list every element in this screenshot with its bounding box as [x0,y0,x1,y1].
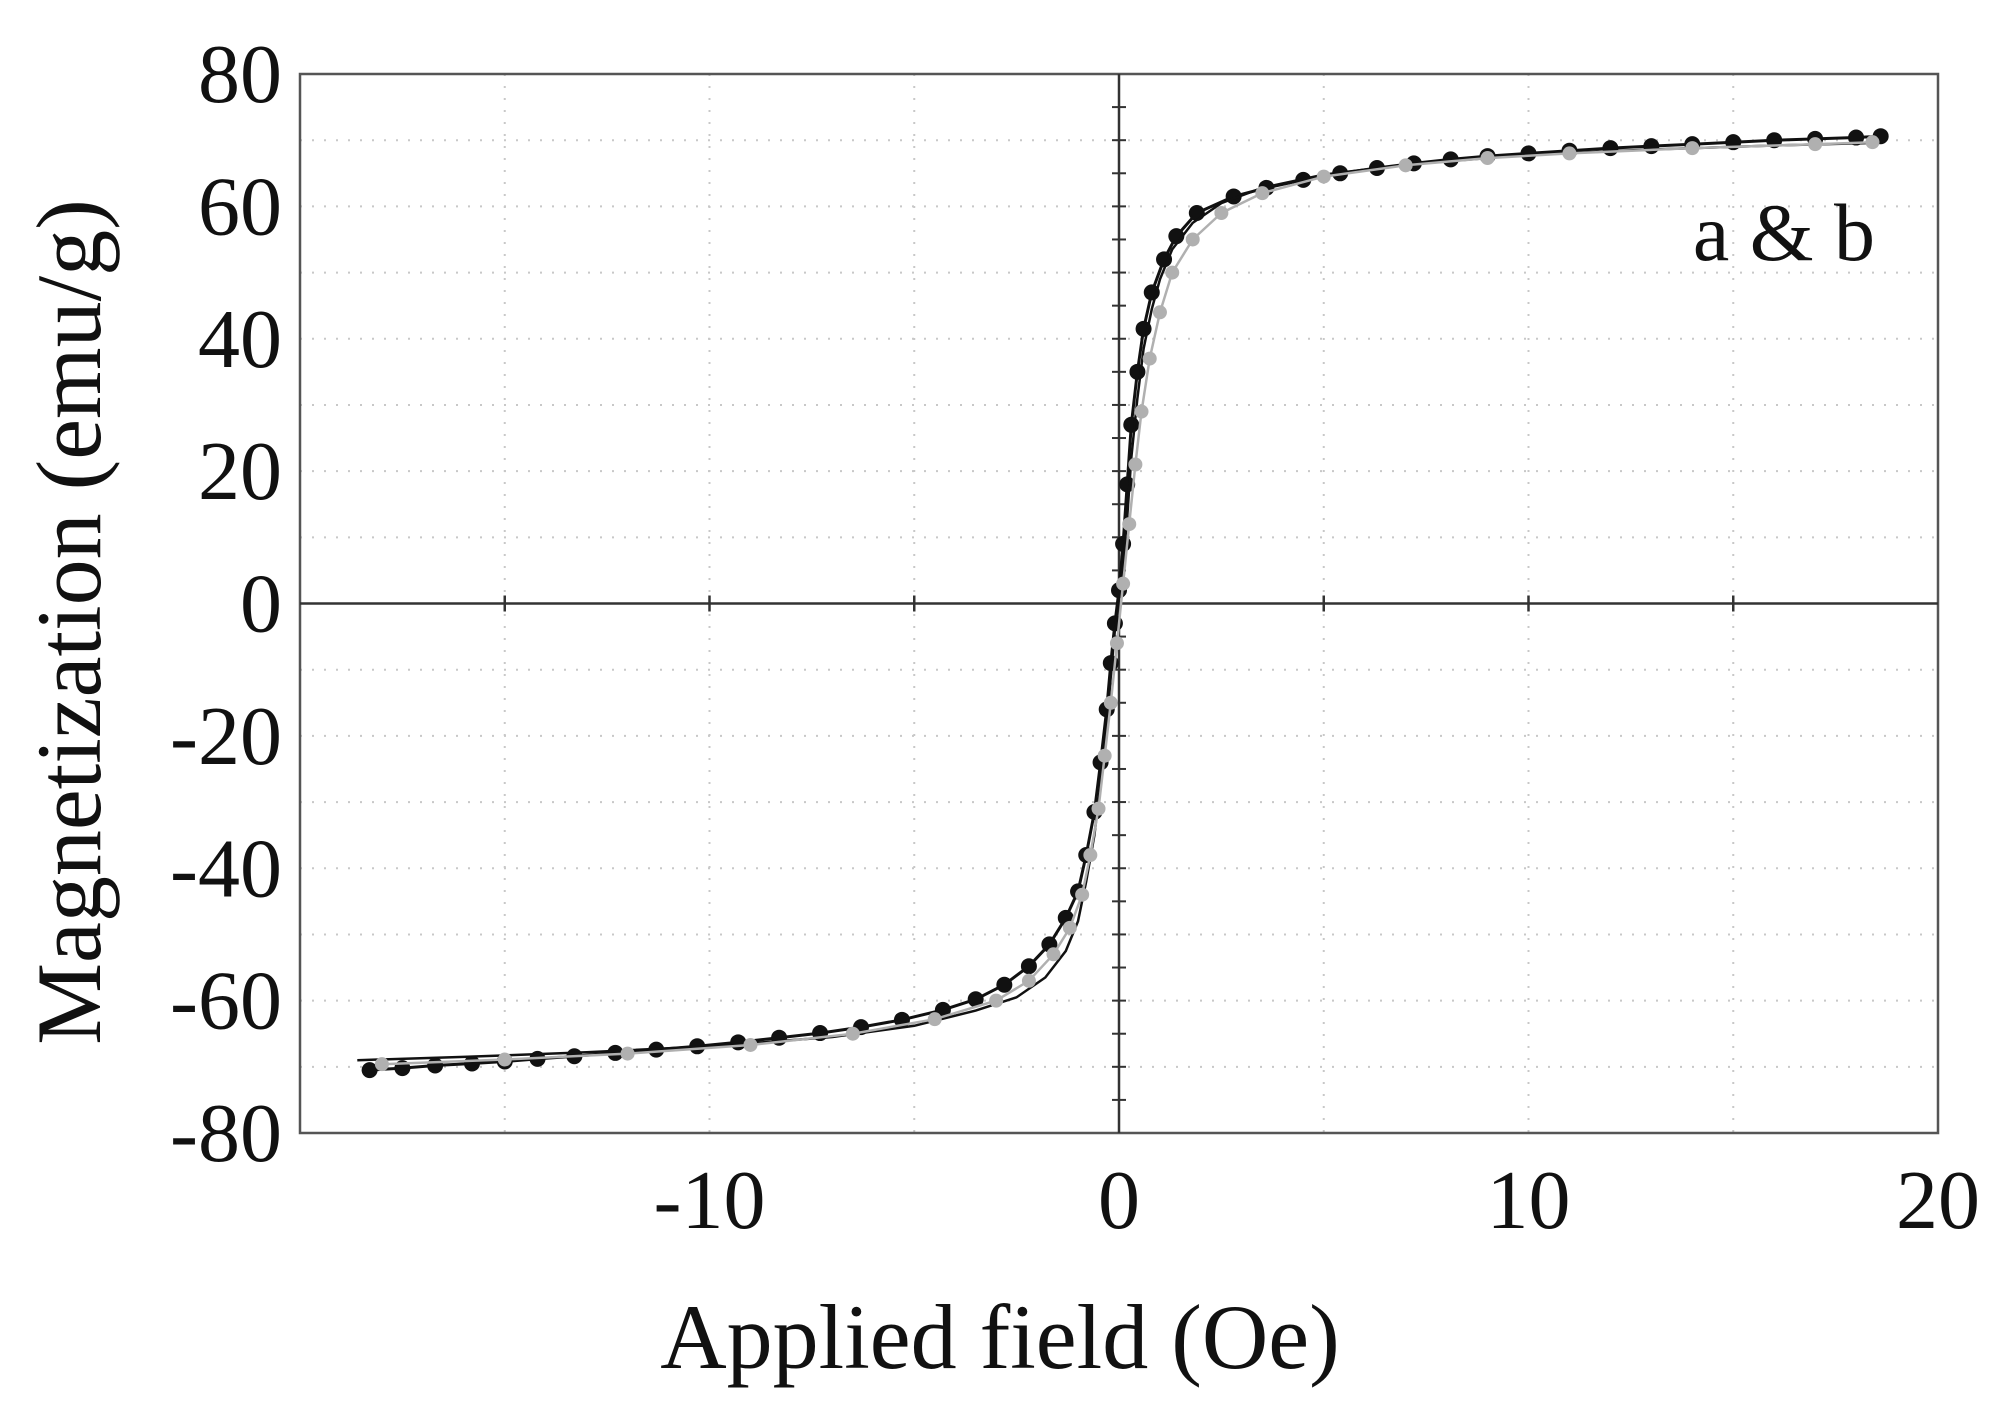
data-point [1808,137,1823,152]
data-point [1122,517,1137,532]
series-line-2 [357,141,1881,1062]
data-point [1142,351,1157,366]
panel-annotation: a & b [1693,187,1875,278]
data-point [1865,135,1880,150]
data-point [374,1057,389,1072]
data-point [1602,140,1619,157]
data-point [1128,457,1143,472]
data-point [1083,848,1098,863]
y-tick-label: -80 [170,1087,282,1180]
data-point [1062,920,1077,935]
data-point [967,991,984,1008]
data-point [845,1026,860,1041]
data-point [1255,186,1270,201]
y-tick-label: 0 [240,558,282,651]
data-point [989,993,1004,1008]
y-tick-label: 40 [198,293,282,386]
y-tick-label: -60 [170,955,282,1048]
data-point [1119,476,1136,493]
data-series [357,128,1889,1079]
x-tick-label: 20 [1896,1154,1980,1247]
data-point [1185,232,1200,247]
y-axis-title: Magnetization (emu/g) [18,199,120,1045]
data-point [927,1012,942,1027]
data-point [497,1052,512,1067]
x-axis-title: Applied field (Oe) [660,1286,1340,1388]
x-tick-label: -10 [654,1154,766,1247]
y-tick-label: 60 [198,160,282,253]
y-tick-label: -40 [170,822,282,915]
data-point [1442,151,1459,168]
data-point [1685,141,1700,156]
x-tick-label: 0 [1098,1154,1140,1247]
data-point [1165,265,1180,280]
data-point [1046,947,1061,962]
y-tick-label: 20 [198,425,282,518]
data-point [996,976,1013,993]
data-point [427,1057,444,1074]
data-point [1116,576,1131,591]
data-point [1109,636,1124,651]
data-point [1075,887,1090,902]
tick-labels: -10 0 10 20 80 60 40 20 0 -20 -40 -60 -80 [170,28,1980,1247]
data-point [730,1034,747,1051]
data-point [361,1062,378,1079]
data-point [1123,416,1140,433]
data-point [1152,305,1167,320]
data-point [1134,404,1149,419]
data-point [620,1046,635,1061]
y-tick-label: 80 [198,28,282,121]
data-point [743,1037,758,1052]
data-point [1480,151,1495,166]
data-point [1398,158,1413,173]
x-tick-label: 10 [1487,1154,1571,1247]
y-tick-label: -20 [170,690,282,783]
data-point [607,1044,624,1061]
data-point [1520,145,1537,162]
data-point [1020,958,1037,975]
data-point [1021,973,1036,988]
data-point [1214,205,1229,220]
data-point [1097,748,1112,763]
data-point [1103,695,1118,710]
data-point [1129,363,1146,380]
data-point [1643,138,1660,155]
data-point [1091,801,1106,816]
data-point [1316,169,1331,184]
data-point [1562,146,1577,161]
data-point [1156,251,1173,268]
